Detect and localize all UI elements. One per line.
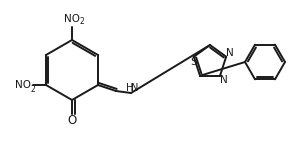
Text: 2: 2 <box>79 18 84 27</box>
Text: H: H <box>126 83 134 93</box>
Text: 2: 2 <box>30 84 35 93</box>
Text: NO: NO <box>15 80 31 90</box>
Text: N: N <box>226 48 234 58</box>
Text: N: N <box>131 83 139 93</box>
Text: NO: NO <box>64 14 80 24</box>
Text: N: N <box>220 75 228 85</box>
Text: S: S <box>190 57 198 67</box>
Text: O: O <box>67 114 77 126</box>
